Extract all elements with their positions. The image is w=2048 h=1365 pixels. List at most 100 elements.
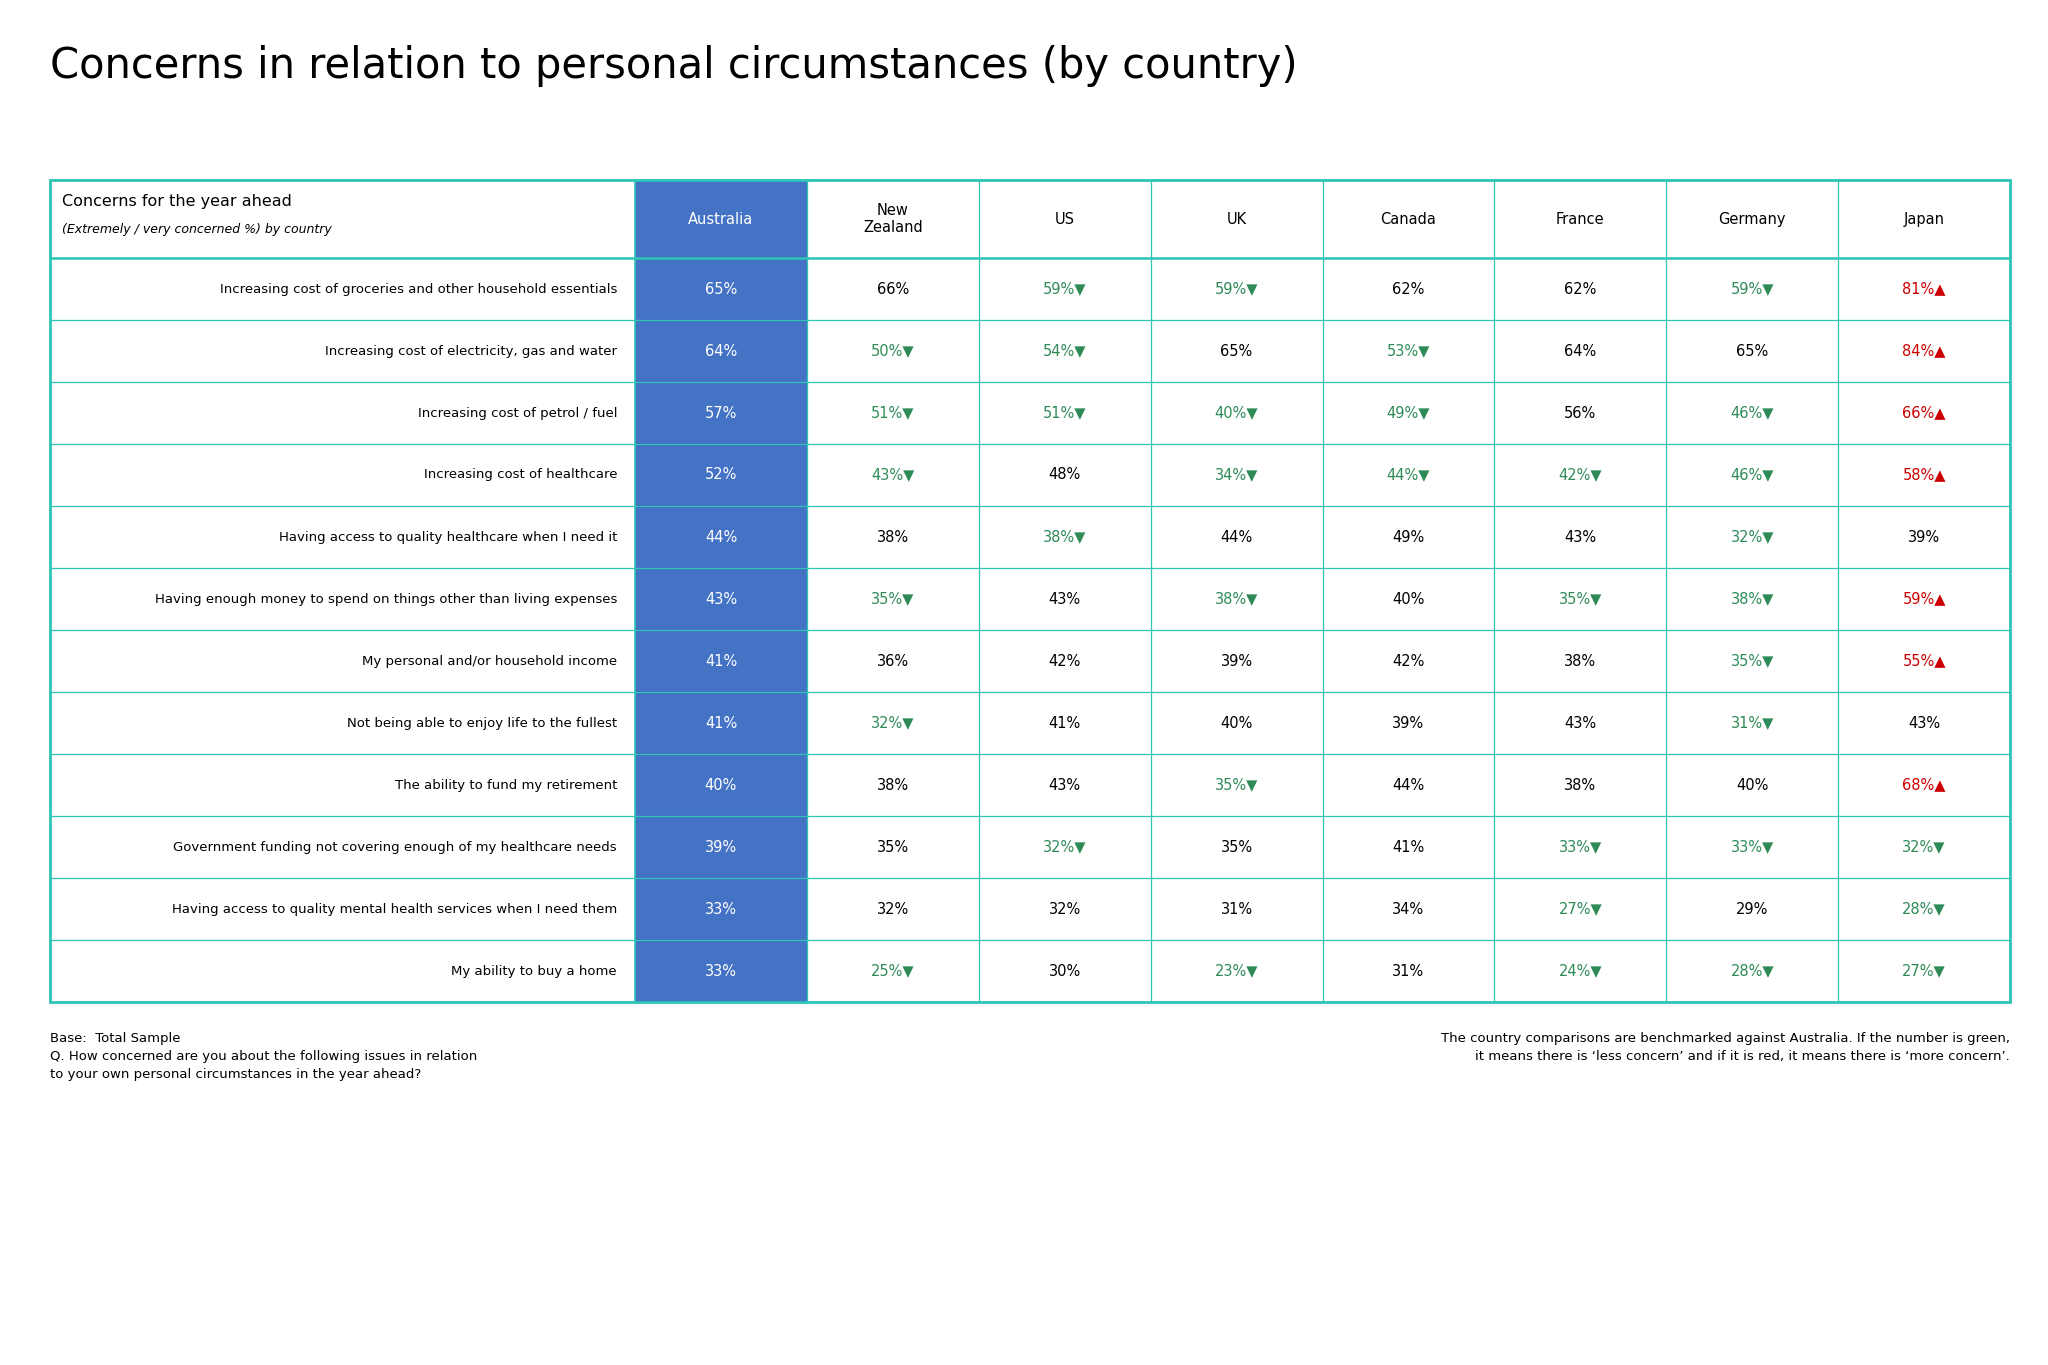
- Text: 40%▼: 40%▼: [1214, 405, 1257, 420]
- Text: 64%: 64%: [705, 344, 737, 359]
- Text: 40%: 40%: [1221, 715, 1253, 730]
- Text: 51%▼: 51%▼: [870, 405, 915, 420]
- Text: 43%: 43%: [705, 591, 737, 606]
- Text: 38%: 38%: [1565, 654, 1595, 669]
- Text: 42%: 42%: [1049, 654, 1081, 669]
- Text: Concerns for the year ahead: Concerns for the year ahead: [61, 194, 293, 209]
- Text: Increasing cost of petrol / fuel: Increasing cost of petrol / fuel: [418, 407, 616, 419]
- Text: 65%: 65%: [705, 281, 737, 296]
- Text: 35%▼: 35%▼: [1559, 591, 1602, 606]
- Text: 31%: 31%: [1393, 964, 1425, 979]
- Text: 23%▼: 23%▼: [1214, 964, 1257, 979]
- Text: 40%: 40%: [705, 778, 737, 793]
- Text: 59%▲: 59%▲: [1903, 591, 1946, 606]
- Text: 57%: 57%: [705, 405, 737, 420]
- Text: 28%▼: 28%▼: [1903, 901, 1946, 916]
- Text: 31%: 31%: [1221, 901, 1253, 916]
- Text: 50%▼: 50%▼: [870, 344, 915, 359]
- Text: 59%▼: 59%▼: [1214, 281, 1257, 296]
- Text: 25%▼: 25%▼: [870, 964, 915, 979]
- Bar: [635, 568, 807, 631]
- Text: 46%▼: 46%▼: [1731, 405, 1774, 420]
- Text: 43%▼: 43%▼: [870, 467, 915, 482]
- Text: My personal and/or household income: My personal and/or household income: [362, 654, 616, 667]
- Text: Germany: Germany: [1718, 212, 1786, 227]
- Text: New
Zealand: New Zealand: [862, 203, 924, 235]
- Text: 27%▼: 27%▼: [1903, 964, 1946, 979]
- Text: 44%▼: 44%▼: [1386, 467, 1430, 482]
- Text: Japan: Japan: [1903, 212, 1944, 227]
- Text: 34%: 34%: [1393, 901, 1425, 916]
- Text: 35%: 35%: [877, 839, 909, 854]
- Text: 65%: 65%: [1737, 344, 1767, 359]
- Text: Having access to quality mental health services when I need them: Having access to quality mental health s…: [172, 902, 616, 916]
- Text: 41%: 41%: [705, 715, 737, 730]
- Text: Increasing cost of groceries and other household essentials: Increasing cost of groceries and other h…: [219, 283, 616, 295]
- Text: 55%▲: 55%▲: [1903, 654, 1946, 669]
- Bar: [635, 940, 807, 1002]
- Text: 62%: 62%: [1565, 281, 1597, 296]
- Text: 33%▼: 33%▼: [1559, 839, 1602, 854]
- Bar: [49, 180, 2009, 1002]
- Text: Not being able to enjoy life to the fullest: Not being able to enjoy life to the full…: [346, 717, 616, 729]
- Text: 38%▼: 38%▼: [1731, 591, 1774, 606]
- Text: 52%: 52%: [705, 467, 737, 482]
- Text: 56%: 56%: [1565, 405, 1597, 420]
- Bar: [635, 816, 807, 878]
- Text: 54%▼: 54%▼: [1042, 344, 1085, 359]
- Text: 53%▼: 53%▼: [1386, 344, 1430, 359]
- Text: Government funding not covering enough of my healthcare needs: Government funding not covering enough o…: [174, 841, 616, 853]
- Text: Having access to quality healthcare when I need it: Having access to quality healthcare when…: [279, 531, 616, 543]
- Text: 33%: 33%: [705, 964, 737, 979]
- Text: 40%: 40%: [1737, 778, 1767, 793]
- Text: 40%: 40%: [1393, 591, 1425, 606]
- Text: 35%▼: 35%▼: [1731, 654, 1774, 669]
- Text: (Extremely / very concerned %) by country: (Extremely / very concerned %) by countr…: [61, 222, 332, 236]
- Text: 62%: 62%: [1393, 281, 1425, 296]
- Text: 43%: 43%: [1049, 591, 1081, 606]
- Text: 39%: 39%: [1909, 530, 1939, 545]
- Text: Having enough money to spend on things other than living expenses: Having enough money to spend on things o…: [156, 592, 616, 606]
- Text: The country comparisons are benchmarked against Australia. If the number is gree: The country comparisons are benchmarked …: [1442, 1032, 2009, 1063]
- Bar: [635, 878, 807, 940]
- Bar: [635, 506, 807, 568]
- Text: 39%: 39%: [1221, 654, 1253, 669]
- Text: 34%▼: 34%▼: [1214, 467, 1257, 482]
- Text: 43%: 43%: [1565, 715, 1595, 730]
- Text: 44%: 44%: [1393, 778, 1425, 793]
- Text: 64%: 64%: [1565, 344, 1597, 359]
- Text: 66%▲: 66%▲: [1903, 405, 1946, 420]
- Text: France: France: [1556, 212, 1606, 227]
- Text: 38%▼: 38%▼: [1042, 530, 1085, 545]
- Bar: [49, 180, 635, 258]
- Text: Increasing cost of electricity, gas and water: Increasing cost of electricity, gas and …: [326, 344, 616, 358]
- Text: 32%: 32%: [1049, 901, 1081, 916]
- Text: 39%: 39%: [1393, 715, 1425, 730]
- Text: 44%: 44%: [705, 530, 737, 545]
- Text: 29%: 29%: [1737, 901, 1767, 916]
- Bar: [635, 258, 807, 319]
- Text: 66%: 66%: [877, 281, 909, 296]
- Text: 49%▼: 49%▼: [1386, 405, 1430, 420]
- Text: UK: UK: [1227, 212, 1247, 227]
- Text: Concerns in relation to personal circumstances (by country): Concerns in relation to personal circums…: [49, 45, 1298, 87]
- Text: 84%▲: 84%▲: [1903, 344, 1946, 359]
- Text: 35%▼: 35%▼: [870, 591, 915, 606]
- Text: 42%▼: 42%▼: [1559, 467, 1602, 482]
- Text: My ability to buy a home: My ability to buy a home: [451, 965, 616, 977]
- Text: 46%▼: 46%▼: [1731, 467, 1774, 482]
- Text: 38%: 38%: [877, 778, 909, 793]
- Bar: [635, 180, 807, 258]
- Text: 42%: 42%: [1393, 654, 1425, 669]
- Text: 24%▼: 24%▼: [1559, 964, 1602, 979]
- Bar: [635, 631, 807, 692]
- Text: 30%: 30%: [1049, 964, 1081, 979]
- Text: 68%▲: 68%▲: [1903, 778, 1946, 793]
- Text: 43%: 43%: [1909, 715, 1939, 730]
- Text: 33%▼: 33%▼: [1731, 839, 1774, 854]
- Bar: [635, 444, 807, 506]
- Text: 33%: 33%: [705, 901, 737, 916]
- Text: 81%▲: 81%▲: [1903, 281, 1946, 296]
- Text: 59%▼: 59%▼: [1042, 281, 1085, 296]
- Bar: [635, 753, 807, 816]
